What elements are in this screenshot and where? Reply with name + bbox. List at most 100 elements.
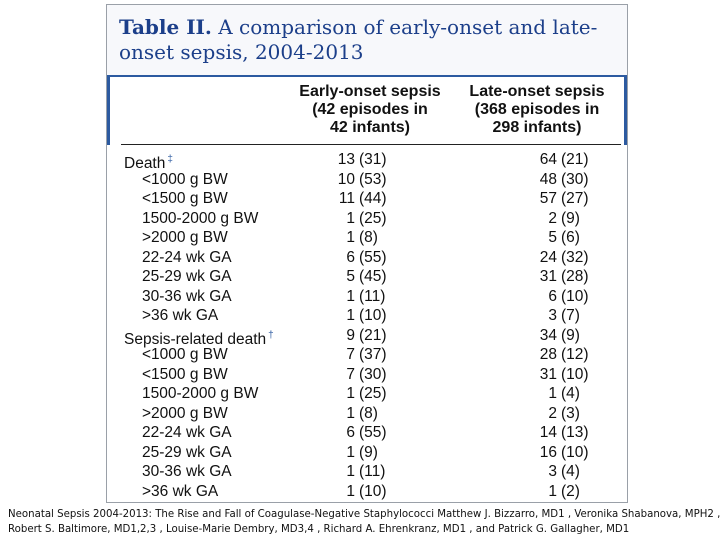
percent-value: (9) xyxy=(561,326,580,344)
early-onset-value: 10 (53) xyxy=(325,170,387,190)
row-label-text: <1000 g BW xyxy=(142,170,228,188)
count-value: 11 xyxy=(338,190,355,207)
late-onset-value: 3 (7) xyxy=(527,306,580,326)
row-label: 22-24 wk GA xyxy=(142,423,232,443)
row-label: <1500 g BW xyxy=(142,365,228,385)
count-value: 3 xyxy=(548,307,557,324)
early-onset-value: 1 (11) xyxy=(325,462,385,482)
percent-value: (30) xyxy=(561,170,589,188)
percent-value: (10) xyxy=(561,287,589,305)
percent-value: (44) xyxy=(359,190,387,207)
count-value: 3 xyxy=(548,463,557,480)
citation-line: Neonatal Sepsis 2004-2013: The Rise and … xyxy=(8,509,720,520)
row-label-text: <1500 g BW xyxy=(142,190,228,207)
row-label-text: 1500-2000 g BW xyxy=(142,385,259,402)
table-row: 22-24 wk GA 6 (55) 24 (32) xyxy=(107,248,627,268)
percent-value: (28) xyxy=(561,268,589,285)
late-onset-value: 2 (3) xyxy=(527,404,580,424)
percent-value: (37) xyxy=(359,346,387,363)
percent-value: (55) xyxy=(359,424,387,441)
percent-value: (11) xyxy=(359,287,386,305)
row-label: >36 wk GA xyxy=(142,306,218,326)
count-value: 28 xyxy=(539,346,557,363)
late-onset-value: 2 (9) xyxy=(527,209,580,229)
count-value: 48 xyxy=(539,170,557,188)
count-value: 57 xyxy=(539,190,557,207)
table-row: 30-36 wk GA 1 (11) 3 (4) xyxy=(107,462,627,482)
citation-caption: Neonatal Sepsis 2004-2013: The Rise and … xyxy=(8,507,720,537)
early-onset-value: 1 (8) xyxy=(325,404,378,424)
table-row: <1000 g BW 7 (37) 28 (12) xyxy=(107,345,627,365)
early-onset-value: 1 (8) xyxy=(325,228,378,248)
column-header-band xyxy=(107,77,627,145)
column-header-late-onset: Late-onset sepsis (368 episodes in 298 i… xyxy=(462,83,612,137)
percent-value: (10) xyxy=(359,307,387,324)
early-onset-value: 5 (45) xyxy=(325,267,387,287)
row-label: >2000 g BW xyxy=(142,228,228,248)
count-value: 13 xyxy=(337,151,355,168)
count-value: 7 xyxy=(346,346,355,363)
percent-value: (6) xyxy=(561,229,580,246)
early-onset-value: 11 (44) xyxy=(325,189,387,209)
count-value: 6 xyxy=(346,248,355,266)
row-label: 22-24 wk GA xyxy=(142,248,232,268)
table-label: Table II. xyxy=(119,15,212,39)
table-slide: Table II. A comparison of early-onset an… xyxy=(106,4,628,503)
percent-value: (3) xyxy=(561,404,580,422)
header-divider xyxy=(121,144,621,145)
count-value: 1 xyxy=(548,482,557,500)
count-value: 6 xyxy=(548,287,557,305)
percent-value: (32) xyxy=(561,248,589,266)
percent-value: (8) xyxy=(359,229,378,246)
count-value: 1 xyxy=(346,229,355,246)
table-title-band: Table II. A comparison of early-onset an… xyxy=(107,5,627,77)
header-right-rail xyxy=(624,77,627,145)
table-body: Death ‡ 13 (31) 64 (21) <1000 g BW 10 (53) 48 (30)… xyxy=(107,150,627,501)
percent-value: (21) xyxy=(561,151,589,168)
count-value: 1 xyxy=(346,463,355,480)
late-onset-value: 1 (4) xyxy=(527,384,580,404)
row-label-text: 30-36 wk GA xyxy=(142,287,232,305)
percent-value: (45) xyxy=(359,268,387,285)
row-label: 25-29 wk GA xyxy=(142,267,232,287)
row-label-text: Death xyxy=(124,155,166,172)
row-label: <1000 g BW xyxy=(142,170,228,190)
percent-value: (10) xyxy=(359,482,387,500)
percent-value: (12) xyxy=(561,346,589,363)
count-value: 1 xyxy=(346,443,355,461)
count-value: 10 xyxy=(337,170,355,188)
column-header-line: (368 episodes in xyxy=(474,101,600,118)
row-label-text: 25-29 wk GA xyxy=(142,443,232,461)
percent-value: (9) xyxy=(561,209,580,227)
count-value: 1 xyxy=(346,209,355,227)
header-left-rail xyxy=(107,77,110,145)
row-label-text: 22-24 wk GA xyxy=(142,248,232,266)
count-value: 7 xyxy=(346,365,355,383)
row-label-text: >2000 g BW xyxy=(142,404,228,422)
percent-value: (27) xyxy=(561,190,589,207)
footnote-marker: † xyxy=(268,329,274,341)
row-label: <1500 g BW xyxy=(142,189,228,209)
row-label-text: 25-29 wk GA xyxy=(142,268,232,285)
count-value: 31 xyxy=(539,365,557,383)
early-onset-value: 9 (21) xyxy=(325,326,386,346)
table-row: 1500-2000 g BW 1 (25) 2 (9) xyxy=(107,209,627,229)
count-value: 1 xyxy=(346,385,355,402)
citation-line: Robert S. Baltimore, MD1,2,3 , Louise-Ma… xyxy=(8,524,630,535)
column-header-line: 42 infants) xyxy=(329,119,410,136)
row-label: 1500-2000 g BW xyxy=(142,209,258,229)
row-label: Death ‡ xyxy=(124,150,173,174)
late-onset-value: 16 (10) xyxy=(527,443,589,463)
early-onset-value: 1 (25) xyxy=(325,384,386,404)
late-onset-value: 31 (28) xyxy=(527,267,589,287)
table-row: 22-24 wk GA 6 (55) 14 (13) xyxy=(107,423,627,443)
late-onset-value: 3 (4) xyxy=(527,462,580,482)
count-value: 5 xyxy=(548,229,557,246)
late-onset-value: 34 (9) xyxy=(527,326,580,346)
count-value: 31 xyxy=(539,268,557,285)
table-row: 1500-2000 g BW 1 (25) 1 (4) xyxy=(107,384,627,404)
count-value: 1 xyxy=(346,482,355,500)
percent-value: (13) xyxy=(561,424,589,441)
percent-value: (31) xyxy=(359,151,387,168)
late-onset-value: 48 (30) xyxy=(527,170,589,190)
